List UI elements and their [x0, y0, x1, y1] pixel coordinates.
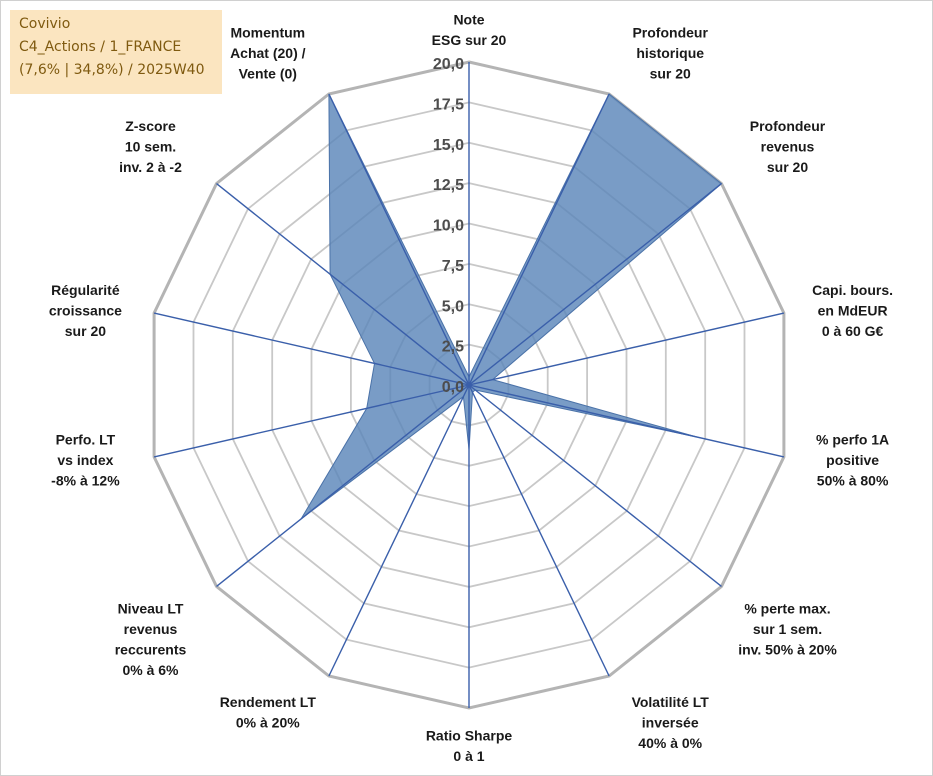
axis-label-11: sur 20: [65, 323, 106, 339]
axis-label-2: sur 20: [767, 159, 808, 175]
tick-label: 12,5: [433, 177, 464, 194]
category-label: C4_Actions / 1_FRANCE: [19, 39, 182, 55]
spoke-13: [328, 93, 470, 386]
spoke-2: [468, 183, 722, 386]
axis-label-10: -8% à 12%: [51, 473, 120, 489]
axis-label-10: vs index: [57, 452, 113, 468]
spoke-4: [468, 384, 785, 458]
axis-label-1: sur 20: [650, 65, 691, 81]
spoke-6: [468, 384, 610, 677]
axis-label-5: % perte max.: [744, 601, 830, 617]
axis-label-4: % perfo 1A: [816, 432, 889, 448]
axis-label-13: Momentum: [230, 24, 305, 40]
axis-label-11: croissance: [49, 302, 122, 318]
axis-label-5: sur 1 sem.: [753, 621, 822, 637]
spoke-1: [468, 93, 610, 386]
axis-label-0: ESG sur 20: [432, 32, 507, 48]
spoke-12: [216, 183, 470, 386]
spoke-11: [153, 312, 470, 386]
axis-label-8: 0% à 20%: [236, 715, 300, 731]
axis-label-layer: Note ESG sur 20 Profondeur historique sur 20…: [49, 12, 893, 765]
tick-label: 2,5: [442, 339, 464, 356]
axis-label-12: 10 sem.: [125, 138, 176, 154]
tick-label: 17,5: [433, 96, 464, 113]
axis-label-1: Profondeur: [632, 24, 708, 40]
axis-label-9: Niveau LT: [118, 601, 184, 617]
spoke-9: [216, 384, 470, 587]
tick-label-layer: 0,0 2,5 5,0 7,5 10,0 12,5 15,0 17,5 20,0: [433, 56, 464, 396]
axis-label-2: revenus: [761, 138, 815, 154]
tick-label: 10,0: [433, 218, 464, 235]
tick-label: 7,5: [442, 258, 464, 275]
info-box: Covivio C4_Actions / 1_FRANCE (7,6% | 34…: [10, 10, 222, 94]
axis-label-4: positive: [826, 452, 879, 468]
axis-label-10: Perfo. LT: [56, 432, 116, 448]
axis-label-9: 0% à 6%: [122, 662, 179, 678]
spoke-layer: [153, 62, 785, 708]
spoke-10: [153, 384, 470, 458]
axis-label-13: Vente (0): [239, 65, 297, 81]
axis-label-13: Achat (20) /: [230, 45, 306, 61]
axis-label-7: Ratio Sharpe: [426, 728, 513, 744]
axis-label-12: Z-score: [125, 118, 176, 134]
tick-label: 15,0: [433, 137, 464, 154]
company-name: Covivio: [19, 16, 71, 32]
tick-label: 20,0: [433, 56, 464, 73]
spoke-5: [468, 384, 722, 587]
spoke-8: [328, 384, 470, 677]
axis-label-3: 0 à 60 G€: [822, 323, 884, 339]
stats-label: (7,6% | 34,8%) / 2025W40: [19, 62, 205, 78]
axis-label-8: Rendement LT: [220, 694, 317, 710]
data-area: [300, 93, 723, 520]
axis-label-3: Capi. bours.: [812, 282, 893, 298]
axis-label-4: 50% à 80%: [817, 473, 889, 489]
data-area-layer: [300, 93, 723, 520]
axis-label-2: Profondeur: [750, 118, 826, 134]
spoke-3: [468, 312, 785, 386]
axis-label-9: reccurents: [115, 642, 187, 658]
axis-label-7: 0 à 1: [453, 748, 484, 764]
tick-label: 0,0: [442, 379, 464, 396]
axis-label-12: inv. 2 à -2: [119, 159, 182, 175]
axis-label-11: Régularité: [51, 282, 120, 298]
axis-label-9: revenus: [124, 621, 178, 637]
axis-label-5: inv. 50% à 20%: [738, 642, 837, 658]
axis-label-3: en MdEUR: [818, 302, 888, 318]
axis-label-6: Volatilité LT: [632, 694, 710, 710]
axis-label-0: Note: [453, 12, 484, 28]
axis-label-6: inversée: [642, 715, 699, 731]
tick-label: 5,0: [442, 298, 464, 315]
axis-label-1: historique: [636, 45, 704, 61]
axis-label-6: 40% à 0%: [638, 735, 702, 751]
